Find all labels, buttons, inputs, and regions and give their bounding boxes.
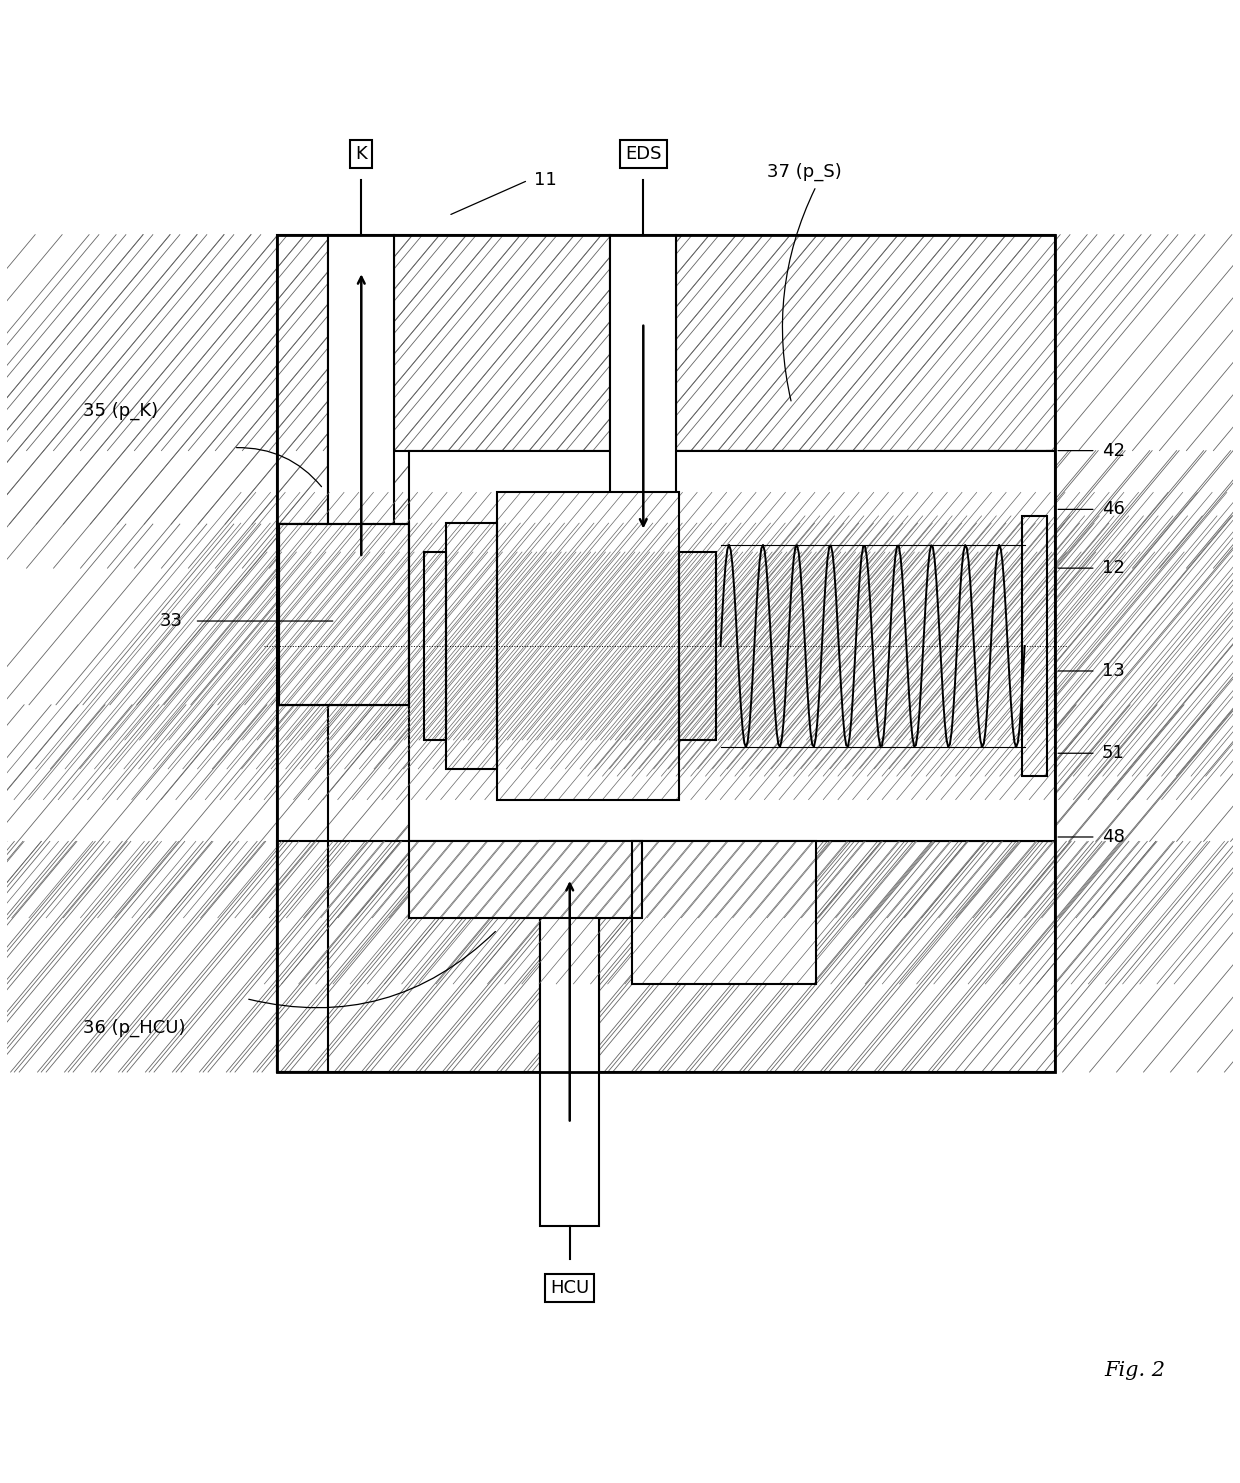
Text: Fig. 2: Fig. 2 bbox=[1105, 1361, 1166, 1379]
Bar bbox=[277, 841, 541, 1072]
Bar bbox=[446, 523, 497, 768]
Bar bbox=[632, 841, 816, 983]
Bar bbox=[497, 492, 678, 799]
Bar bbox=[1047, 451, 1055, 841]
Bar bbox=[394, 234, 610, 451]
Bar bbox=[424, 552, 446, 740]
Bar bbox=[1022, 516, 1047, 776]
Bar bbox=[277, 234, 329, 523]
Bar bbox=[497, 492, 678, 799]
Bar bbox=[599, 841, 1055, 1072]
Bar bbox=[409, 451, 1055, 841]
Bar bbox=[394, 234, 610, 451]
Bar bbox=[676, 234, 1055, 451]
Bar bbox=[277, 841, 541, 1072]
Bar bbox=[409, 841, 642, 918]
Bar bbox=[1022, 516, 1047, 776]
Bar bbox=[1022, 516, 1047, 776]
Bar bbox=[277, 234, 1055, 1072]
Bar bbox=[277, 234, 329, 523]
Bar bbox=[277, 523, 286, 704]
Bar bbox=[446, 523, 497, 768]
Text: 42: 42 bbox=[1102, 442, 1125, 460]
Text: 33: 33 bbox=[159, 612, 182, 630]
Text: K: K bbox=[356, 145, 367, 163]
Bar bbox=[676, 451, 1055, 568]
Bar bbox=[409, 841, 642, 918]
Bar bbox=[676, 451, 1055, 568]
Bar bbox=[277, 523, 286, 704]
Text: 46: 46 bbox=[1102, 500, 1125, 519]
Text: 12: 12 bbox=[1102, 559, 1125, 577]
Bar bbox=[409, 841, 642, 918]
Bar bbox=[632, 841, 816, 983]
Text: EDS: EDS bbox=[625, 145, 662, 163]
Bar bbox=[329, 234, 394, 704]
Bar bbox=[279, 523, 409, 704]
Bar bbox=[541, 841, 599, 1226]
Text: 51: 51 bbox=[1102, 744, 1125, 762]
Text: 48: 48 bbox=[1102, 828, 1125, 845]
Bar bbox=[446, 523, 497, 768]
Bar bbox=[277, 704, 329, 1072]
Bar bbox=[678, 552, 715, 740]
Bar bbox=[279, 523, 409, 704]
Bar bbox=[678, 552, 715, 740]
Bar bbox=[277, 523, 286, 704]
Bar bbox=[277, 704, 329, 1072]
Bar bbox=[676, 234, 1055, 451]
Text: 13: 13 bbox=[1102, 661, 1125, 681]
Bar bbox=[277, 234, 329, 523]
Text: 35 (p_K): 35 (p_K) bbox=[83, 402, 157, 420]
Bar bbox=[277, 841, 541, 1072]
Bar bbox=[610, 234, 676, 568]
Bar bbox=[676, 451, 1055, 568]
Bar bbox=[1047, 451, 1055, 841]
Bar bbox=[497, 492, 678, 799]
Text: 37 (p_S): 37 (p_S) bbox=[768, 162, 842, 181]
Bar bbox=[424, 552, 446, 740]
Bar bbox=[277, 704, 329, 1072]
Text: 36 (p_HCU): 36 (p_HCU) bbox=[83, 1019, 186, 1037]
Bar bbox=[632, 841, 816, 983]
Bar bbox=[1047, 451, 1055, 841]
Text: 11: 11 bbox=[534, 172, 557, 190]
Text: HCU: HCU bbox=[551, 1278, 589, 1298]
Bar bbox=[678, 552, 715, 740]
Bar bbox=[424, 552, 446, 740]
Bar bbox=[394, 234, 610, 451]
Bar bbox=[676, 234, 1055, 451]
Bar bbox=[599, 841, 1055, 1072]
Bar bbox=[599, 841, 1055, 1072]
